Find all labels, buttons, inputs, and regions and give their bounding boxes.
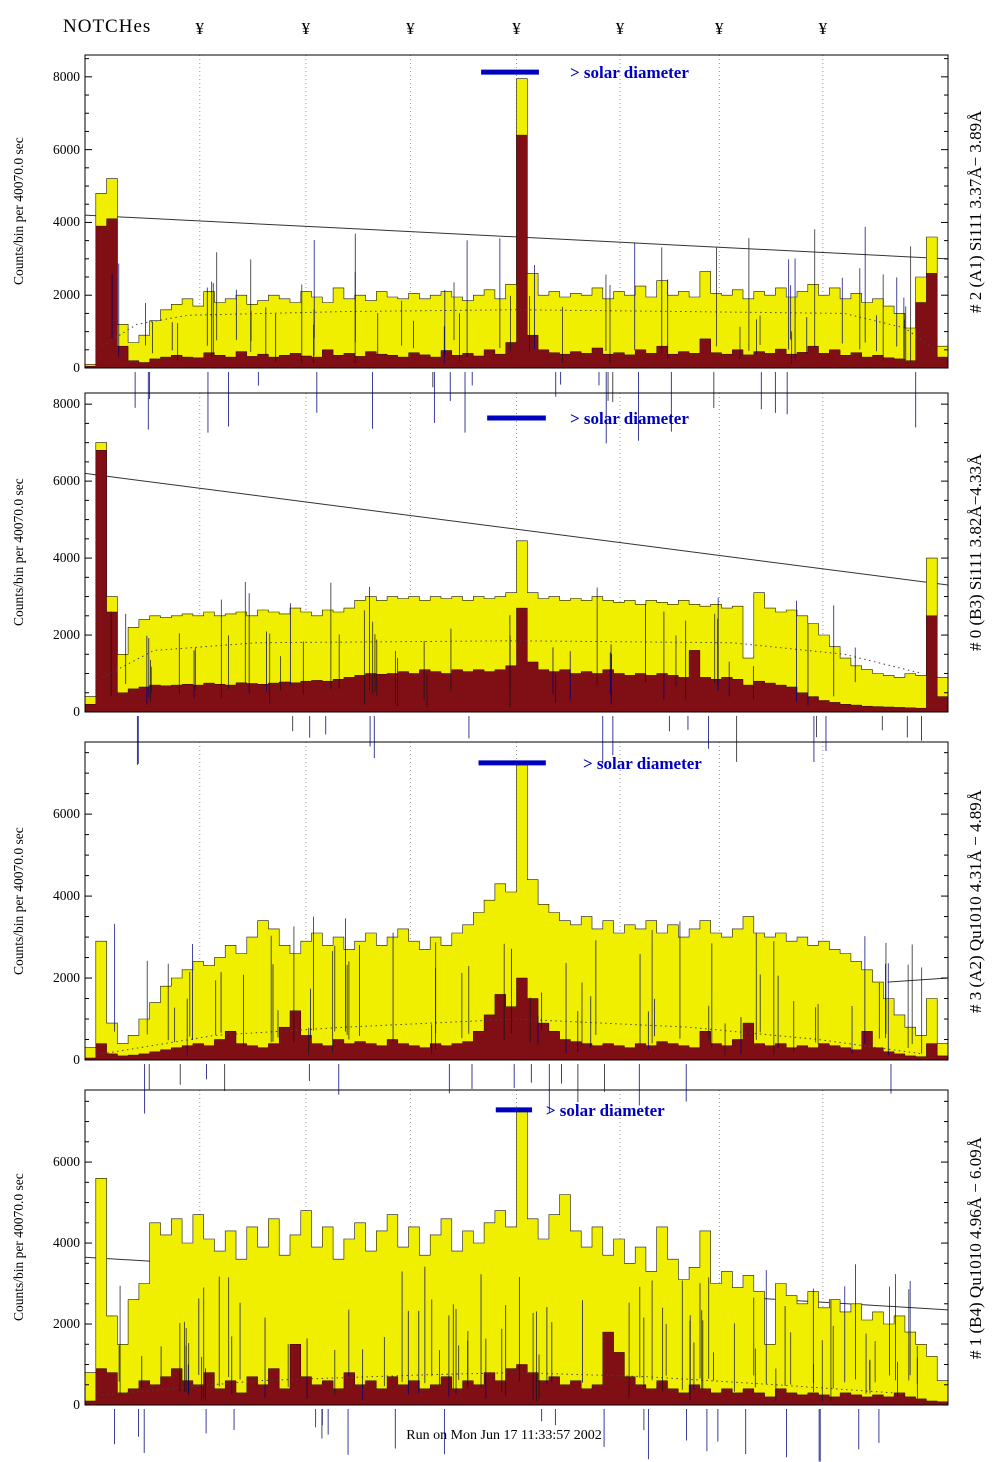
spectrum-plot: > solar diameter	[84, 1089, 949, 1462]
run-timestamp: Run on Mon Jun 17 11:33:57 2002	[406, 1428, 602, 1443]
y-tick-label: 2000	[53, 970, 80, 986]
y-tick-label: 0	[73, 1397, 80, 1412]
solar-diameter-annotation: > solar diameter	[570, 409, 689, 428]
y-axis-label: Counts/bin per 40070.0 sec	[11, 478, 26, 627]
yen-notch-symbol: ¥	[615, 19, 625, 38]
y-tick-label: 2000	[53, 287, 80, 303]
solar-diameter-annotation: > solar diameter	[570, 63, 689, 82]
y-tick-label: 6000	[53, 141, 80, 157]
y-tick-label: 2000	[53, 1316, 80, 1332]
panel-qu1010-b4: Counts/bin per 40070.0 sec # 1 (B4) Qu10…	[0, 1089, 1008, 1462]
spectrum-plot: > solar diameter	[84, 741, 949, 1114]
yen-notch-symbol: ¥	[301, 19, 311, 38]
y-axis-label: Counts/bin per 40070.0 sec	[11, 827, 26, 975]
panel-si111-a1: Counts/bin per 40070.0 sec # 2 (A1) Si11…	[0, 54, 1008, 444]
y-tick-label: 6000	[53, 806, 80, 822]
y-tick-label: 6000	[53, 473, 80, 489]
y-axis-label: Counts/bin per 40070.0 sec	[11, 1173, 26, 1322]
y-tick-label: 0	[73, 360, 80, 375]
spectrum-plot: > solar diameter	[84, 54, 949, 444]
panel-title: # 2 (A1) Si111 3.37Å− 3.89Å	[966, 110, 985, 313]
yen-notch-symbol: ¥	[715, 19, 724, 38]
yen-notch-symbol: ¥	[406, 19, 415, 38]
spectrum-plot: > solar diameter	[84, 392, 949, 766]
notches-label: NOTCHes	[63, 16, 152, 37]
y-tick-label: 6000	[53, 1154, 80, 1170]
panel-title: # 0 (B3) Si111 3.82Å−4.33Å	[966, 453, 985, 652]
yen-notch-symbol: ¥	[195, 19, 205, 38]
panel-title: # 1 (B4) Qu1010 4.96Å − 6.09Å	[966, 1136, 985, 1359]
y-axis-label: Counts/bin per 40070.0 sec	[11, 137, 26, 286]
y-tick-label: 8000	[53, 396, 80, 412]
y-tick-label: 8000	[53, 68, 80, 84]
panel-si111-b3: Counts/bin per 40070.0 sec # 0 (B3) Si11…	[0, 392, 1008, 766]
y-tick-label: 0	[73, 1052, 80, 1067]
panel-qu1010-a2: Counts/bin per 40070.0 sec # 3 (A2) Qu10…	[0, 741, 1008, 1114]
yen-notch-symbol: ¥	[512, 19, 521, 38]
y-tick-label: 4000	[53, 550, 80, 566]
y-tick-label: 4000	[53, 214, 80, 230]
y-tick-label: 4000	[53, 1235, 80, 1251]
solar-diameter-annotation: > solar diameter	[583, 754, 702, 773]
y-tick-label: 0	[73, 704, 80, 719]
yen-notch-symbol: ¥	[818, 19, 828, 38]
panel-title: # 3 (A2) Qu1010 4.31Å − 4.89Å	[966, 789, 985, 1013]
notch-symbols: ¥ ¥ ¥ ¥ ¥ ¥ ¥	[0, 0, 1008, 46]
y-tick-label: 4000	[53, 888, 80, 904]
y-tick-label: 2000	[53, 627, 80, 643]
solar-diameter-annotation: > solar diameter	[546, 1101, 665, 1120]
